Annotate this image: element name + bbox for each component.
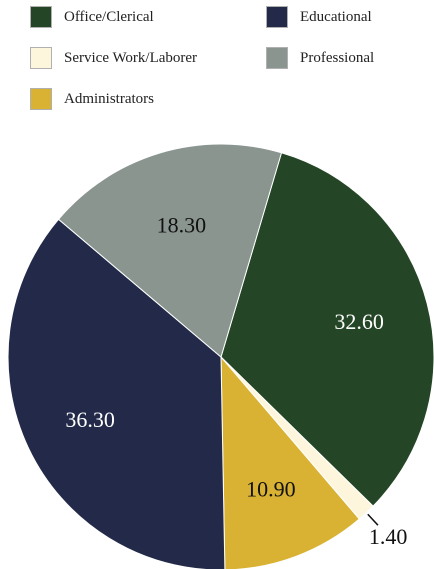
leader-line-service-work-laborer [367, 513, 379, 526]
legend-swatch [266, 6, 288, 28]
slice-label-service-work-laborer: 1.40 [369, 524, 408, 549]
legend-swatch [30, 47, 52, 69]
slice-label-professional: 18.30 [157, 212, 207, 237]
slice-label-educational: 36.30 [65, 407, 115, 432]
legend-item-educational: Educational [266, 6, 372, 28]
legend-item-office-clerical: Office/Clerical [30, 6, 154, 28]
pie-slice-educational [7, 218, 226, 569]
legend: Office/Clerical Educational Service Work… [0, 0, 434, 120]
legend-label: Service Work/Laborer [64, 49, 198, 66]
legend-label: Office/Clerical [64, 8, 154, 25]
legend-swatch [30, 88, 52, 110]
pie-slice-office-clerical [220, 152, 434, 507]
pie-slice-administrators [220, 355, 360, 569]
legend-swatch [30, 6, 52, 28]
legend-swatch [266, 47, 288, 69]
legend-label: Administrators [64, 90, 154, 107]
slice-label-office-clerical: 32.60 [334, 309, 384, 334]
pie-slice-professional [57, 143, 283, 358]
slice-label-administrators: 10.90 [246, 476, 296, 501]
legend-label: Professional [300, 49, 375, 66]
legend-item-service-work: Service Work/Laborer [30, 47, 197, 69]
legend-label: Educational [300, 8, 372, 25]
legend-item-professional: Professional [266, 47, 374, 69]
legend-item-administrators: Administrators [30, 88, 154, 110]
